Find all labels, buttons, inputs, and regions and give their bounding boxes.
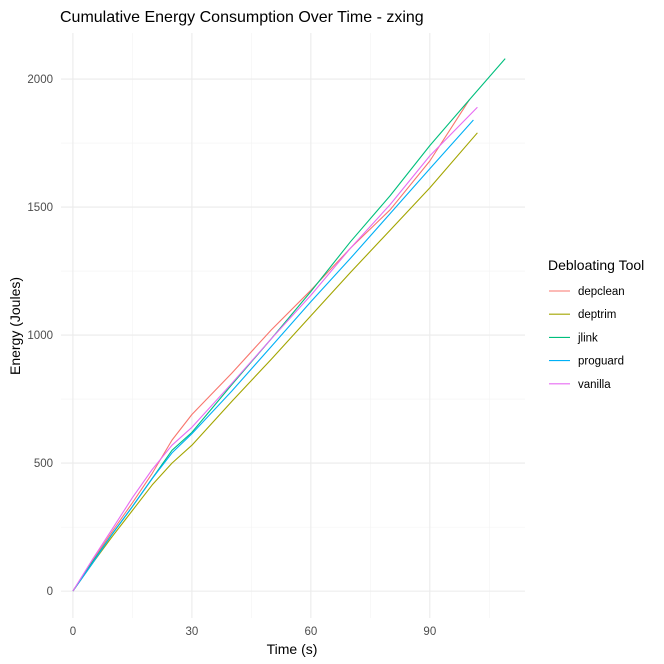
- legend-label-depclean: depclean: [578, 286, 625, 298]
- series-line-vanilla: [72, 106, 478, 592]
- x-tick-label: 0: [70, 626, 76, 638]
- y-tick-label: 0: [47, 586, 53, 598]
- legend-label-deptrim: deptrim: [578, 309, 616, 321]
- chart-title: Cumulative Energy Consumption Over Time …: [60, 9, 424, 26]
- series-line-deptrim: [72, 132, 478, 592]
- legend-label-vanilla: vanilla: [578, 379, 611, 391]
- y-axis-title: Energy (Joules): [7, 277, 23, 375]
- legend: Debloating Tool depclean deptrim jlink prog…: [548, 257, 644, 391]
- x-axis-title: Time (s): [267, 641, 318, 657]
- y-tick-label: 500: [34, 458, 53, 470]
- series-line-proguard: [72, 119, 474, 592]
- y-tick-label: 1000: [27, 330, 53, 342]
- legend-label-proguard: proguard: [578, 356, 624, 368]
- y-tick-label: 1500: [27, 202, 53, 214]
- legend-label-jlink: jlink: [577, 332, 598, 344]
- legend-items: depclean deptrim jlink proguard vanilla: [549, 286, 625, 391]
- x-axis-ticks: 0 30 60 90: [70, 626, 437, 638]
- x-tick-label: 60: [304, 626, 317, 638]
- y-axis-ticks: 0 500 1000 1500 2000: [27, 74, 53, 598]
- series-lines: [72, 58, 506, 592]
- grid: [61, 33, 525, 618]
- x-tick-label: 90: [423, 626, 436, 638]
- series-line-depclean: [72, 99, 470, 592]
- legend-title: Debloating Tool: [548, 257, 644, 273]
- series-line-jlink: [72, 58, 506, 592]
- x-tick-label: 30: [185, 626, 198, 638]
- y-tick-label: 2000: [27, 74, 53, 86]
